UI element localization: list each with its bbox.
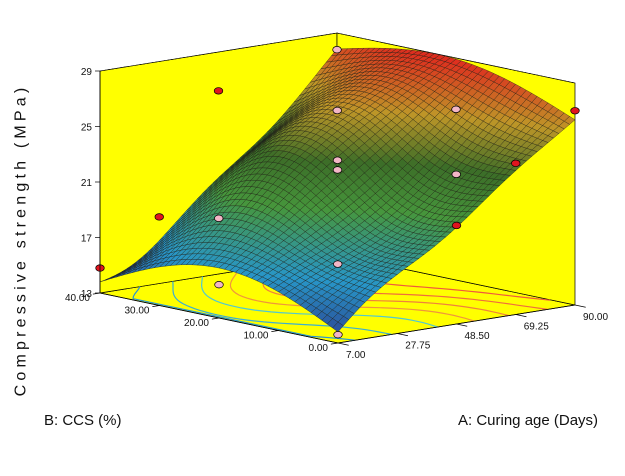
design-point — [154, 213, 164, 221]
x-tick-mark — [515, 314, 527, 318]
y-tick-mark — [330, 342, 339, 345]
y-tick-label: 10.00 — [243, 331, 268, 342]
y-tick-label: 30.00 — [124, 306, 149, 317]
y-tick-label: 40.00 — [65, 293, 90, 304]
design-point — [332, 106, 342, 115]
x-tick-mark — [397, 333, 409, 337]
wall-edge — [336, 32, 576, 84]
design-point — [214, 281, 224, 289]
x-tick-label: 90.00 — [583, 312, 608, 323]
wall-edge — [99, 32, 338, 72]
contour-line — [132, 286, 356, 341]
x-tick-label: 27.75 — [405, 341, 430, 352]
design-point — [451, 170, 461, 179]
design-point — [570, 107, 580, 115]
surface-cell — [332, 321, 344, 333]
design-point — [214, 214, 224, 222]
y-tick-mark — [211, 317, 220, 320]
design-point — [332, 166, 343, 174]
y-tick-mark — [271, 330, 279, 332]
design-point — [333, 260, 343, 268]
x-tick-label: 69.25 — [524, 322, 549, 333]
design-point — [333, 331, 343, 339]
design-point — [511, 159, 521, 167]
y-tick-mark — [152, 305, 160, 307]
x-tick-mark — [456, 323, 468, 327]
x-tick-label: 48.50 — [465, 331, 490, 342]
design-point — [332, 46, 342, 54]
design-point — [213, 87, 224, 95]
y-tick-label: 20.00 — [184, 318, 209, 329]
z-tick-label: 13 — [81, 289, 93, 300]
contour-line — [229, 270, 475, 322]
y-tick-label: 0.00 — [309, 343, 329, 354]
response-surface — [99, 47, 576, 333]
z-tick-label: 25 — [81, 123, 93, 134]
design-point — [332, 156, 343, 164]
design-point — [451, 221, 462, 230]
contour-line — [200, 276, 438, 328]
chart-axes: 7.00 27.75 48.50 69.25 90.00 0.00 10.00 20.00 30… — [44, 67, 608, 429]
x-tick-mark — [574, 304, 586, 308]
x-axis-title: A: Curing age (Days) — [458, 412, 598, 429]
design-point — [451, 105, 461, 113]
x-tick-mark — [337, 342, 349, 346]
z-tick-label: 21 — [81, 178, 93, 189]
contour-line — [172, 281, 392, 335]
z-tick-label: 17 — [81, 234, 93, 245]
z-tick-label: 29 — [81, 67, 93, 78]
y-axis-title: B: CCS (%) — [44, 412, 122, 429]
x-tick-label: 7.00 — [346, 350, 366, 361]
design-points — [95, 46, 580, 339]
